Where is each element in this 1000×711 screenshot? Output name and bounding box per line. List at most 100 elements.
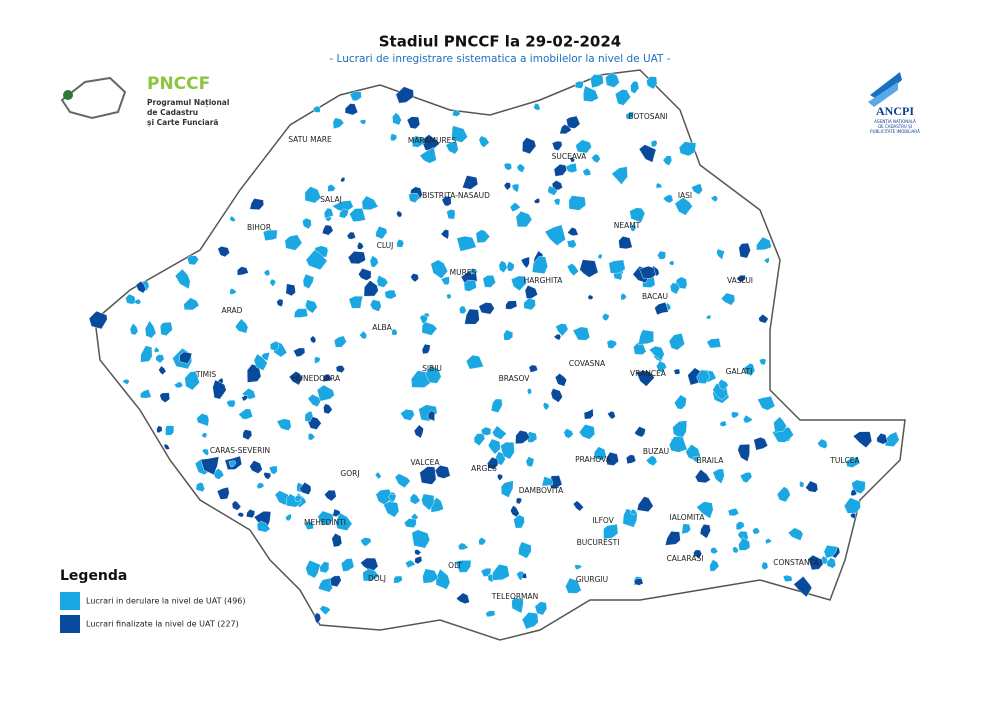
uat-patch bbox=[324, 489, 337, 502]
uat-patch bbox=[263, 472, 271, 480]
uat-patch bbox=[737, 443, 750, 462]
uat-patch bbox=[518, 541, 532, 559]
uat-patch bbox=[414, 549, 422, 556]
uat-patch bbox=[475, 229, 491, 244]
uat-patch bbox=[242, 429, 253, 441]
uat-patch bbox=[515, 497, 522, 505]
ancpi-logo: ANCPI AGENȚIA NAȚIONALĂ DE CADASTRU ȘI P… bbox=[868, 72, 920, 134]
uat-patch bbox=[376, 275, 389, 288]
uat-patch bbox=[850, 512, 856, 520]
uat-patch bbox=[313, 612, 322, 625]
uat-patch bbox=[533, 198, 541, 204]
uat-patch bbox=[743, 363, 756, 377]
uat-patch bbox=[144, 320, 157, 339]
uat-patch bbox=[583, 408, 594, 420]
uat-patch bbox=[362, 568, 380, 582]
uat-patch bbox=[664, 531, 681, 546]
uat-patch bbox=[636, 496, 654, 513]
legend-swatch bbox=[60, 615, 80, 633]
uat-patch bbox=[500, 441, 515, 460]
uat-patch bbox=[691, 183, 703, 195]
uat-patch bbox=[165, 425, 175, 436]
uat-patch bbox=[140, 345, 153, 363]
uat-patch bbox=[236, 266, 249, 276]
uat-patch bbox=[527, 388, 532, 395]
county-label: BUZAU bbox=[643, 447, 669, 456]
logo-line: Programul Național bbox=[147, 98, 229, 108]
uat-patch bbox=[173, 381, 184, 389]
uat-patch bbox=[492, 563, 510, 581]
uat-patch bbox=[403, 518, 417, 529]
pnccf-logo: PNCCF Programul Național de Cadastru și … bbox=[60, 74, 229, 127]
county-label: NEAMT bbox=[614, 221, 641, 230]
uat-patch bbox=[346, 231, 356, 240]
uat-patch bbox=[601, 312, 610, 322]
uat-patch bbox=[496, 473, 503, 482]
uat-patch bbox=[335, 512, 353, 531]
uat-patch bbox=[312, 105, 321, 113]
uat-patch bbox=[359, 330, 368, 340]
county-label: BRASOV bbox=[499, 374, 531, 383]
uat-patch bbox=[419, 466, 437, 485]
uat-patch bbox=[299, 481, 312, 495]
uat-patch bbox=[409, 493, 421, 505]
county-label: OLT bbox=[448, 561, 462, 570]
uat-patch bbox=[706, 314, 712, 320]
uat-patch bbox=[756, 236, 772, 251]
uat-patch bbox=[542, 402, 550, 411]
uat-patch bbox=[696, 369, 710, 384]
uat-patch bbox=[349, 91, 362, 101]
uat-patch bbox=[285, 283, 296, 297]
uat-patch bbox=[302, 273, 315, 290]
uat-patch bbox=[307, 432, 316, 441]
uat-patch bbox=[578, 424, 596, 440]
uat-patch bbox=[597, 253, 603, 260]
uat-patch bbox=[455, 592, 470, 604]
county-label: TIMIS bbox=[195, 370, 216, 379]
uat-patch bbox=[654, 301, 669, 316]
uat-patch bbox=[421, 321, 438, 336]
logo-name: ANCPI bbox=[876, 104, 914, 118]
uat-patch bbox=[261, 352, 270, 362]
uat-patch bbox=[521, 572, 528, 579]
uat-patch bbox=[522, 137, 537, 155]
uat-patch bbox=[630, 224, 637, 232]
uat-patch bbox=[823, 544, 838, 559]
county-label: BIHOR bbox=[247, 223, 271, 232]
county-label: VALCEA bbox=[410, 458, 440, 467]
uat-patch bbox=[446, 293, 452, 300]
uat-patch bbox=[440, 229, 450, 240]
uat-patch bbox=[650, 140, 658, 147]
uat-patch bbox=[572, 500, 584, 512]
uat-patch bbox=[645, 455, 658, 467]
uat-patch bbox=[327, 184, 336, 192]
uat-patch bbox=[256, 520, 271, 533]
uat-patch bbox=[523, 298, 536, 311]
uat-patch bbox=[633, 578, 644, 586]
uat-patch bbox=[347, 251, 366, 265]
uat-patch bbox=[153, 346, 160, 353]
uat-patch bbox=[575, 139, 592, 154]
county-label: TULCEA bbox=[829, 456, 860, 465]
uat-patch bbox=[524, 285, 538, 300]
uat-patch bbox=[159, 321, 173, 337]
county-label: TELEORMAN bbox=[491, 592, 539, 601]
county-label: BOTOSANI bbox=[628, 112, 667, 121]
uat-patch bbox=[559, 124, 572, 135]
uat-patch bbox=[757, 395, 776, 411]
uat-patch bbox=[421, 493, 435, 511]
uat-patch bbox=[356, 241, 364, 250]
county-label: VASLUI bbox=[727, 276, 753, 285]
county-label: HARGHITA bbox=[524, 276, 564, 285]
uat-patch bbox=[427, 410, 436, 422]
uat-patch bbox=[656, 360, 667, 373]
county-label: CLUJ bbox=[377, 241, 394, 250]
uat-patch bbox=[505, 300, 518, 310]
uat-patch bbox=[440, 276, 450, 286]
county-label: GALATI bbox=[726, 367, 753, 376]
uat-patch bbox=[140, 389, 152, 399]
title: Stadiul PNCCF la 29-02-2024 bbox=[379, 33, 621, 51]
uat-patch bbox=[590, 74, 604, 89]
uat-patch bbox=[333, 335, 347, 348]
